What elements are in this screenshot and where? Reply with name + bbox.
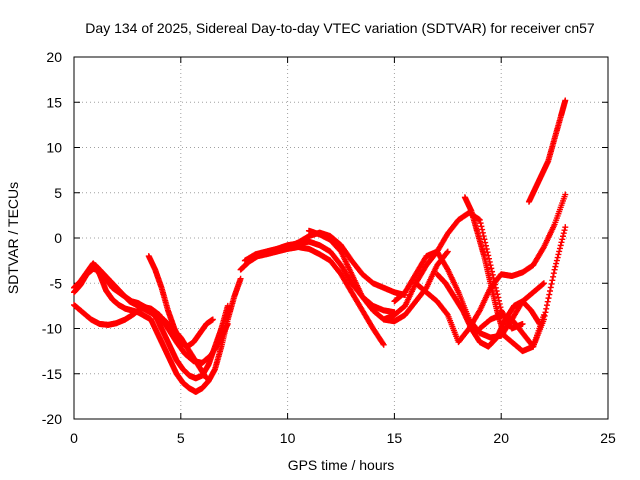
data-point — [479, 226, 486, 233]
data-point — [550, 273, 557, 280]
y-tick-label: -20 — [42, 411, 62, 427]
data-point — [224, 320, 231, 327]
data-point — [379, 340, 386, 347]
series-track-e — [145, 253, 216, 350]
data-point — [561, 227, 568, 234]
tick-marks — [73, 56, 609, 420]
data-point — [557, 242, 564, 249]
x-tick-label: 0 — [70, 430, 78, 446]
data-point — [548, 280, 555, 287]
data-point — [549, 277, 556, 284]
data-point — [560, 230, 567, 237]
data-point — [559, 233, 566, 240]
x-tick-label: 15 — [387, 430, 403, 446]
x-tick-label: 5 — [177, 430, 185, 446]
series-track-g — [241, 238, 398, 316]
data-point — [444, 249, 451, 256]
data-point — [480, 233, 487, 240]
data-point — [544, 298, 551, 305]
data-point — [519, 320, 526, 327]
x-tick-label: 25 — [600, 430, 616, 446]
data-point — [556, 245, 563, 252]
data-point — [224, 302, 231, 309]
data-point — [562, 191, 569, 198]
data-point — [476, 216, 483, 223]
data-point — [540, 311, 547, 318]
y-tick-label: -15 — [42, 366, 62, 382]
series-track-l — [412, 191, 569, 346]
y-tick-label: 0 — [54, 230, 62, 246]
data-point — [477, 220, 484, 227]
y-tick-label: 20 — [46, 49, 62, 65]
data-point — [547, 284, 554, 291]
x-tick-labels: 0 5 10 15 20 25 — [70, 430, 616, 446]
data-point — [543, 305, 550, 312]
data-point — [545, 295, 552, 302]
x-tick-label: 10 — [280, 430, 296, 446]
data-marks — [71, 97, 569, 395]
data-point — [554, 254, 561, 261]
y-tick-label: 10 — [46, 140, 62, 156]
data-point — [559, 236, 566, 243]
data-point — [562, 224, 569, 231]
data-point — [552, 263, 559, 270]
data-point — [556, 248, 563, 255]
data-point — [546, 291, 553, 298]
data-point — [558, 239, 565, 246]
data-point — [237, 275, 244, 282]
x-axis-title: GPS time / hours — [288, 457, 395, 473]
data-point — [543, 302, 550, 309]
grid — [74, 57, 608, 419]
data-point — [479, 229, 486, 236]
y-tick-label: -10 — [42, 321, 62, 337]
data-point — [553, 260, 560, 267]
data-point — [550, 270, 557, 277]
y-tick-label: 15 — [46, 94, 62, 110]
data-point — [380, 341, 387, 348]
data-point — [540, 280, 547, 287]
y-tick-label: -5 — [50, 275, 63, 291]
data-point — [553, 257, 560, 264]
series-track-p — [498, 311, 547, 355]
data-point — [203, 375, 210, 382]
data-point — [209, 316, 216, 323]
data-point — [547, 288, 554, 295]
y-axis-title: SDTVAR / TECUs — [5, 182, 21, 294]
data-point — [444, 248, 451, 255]
series-track-q — [525, 97, 569, 205]
data-point — [555, 251, 562, 258]
data-point — [478, 223, 485, 230]
data-point — [551, 266, 558, 273]
y-tick-label: 5 — [54, 185, 62, 201]
x-tick-label: 20 — [493, 430, 509, 446]
data-point — [562, 97, 569, 104]
chart-title: Day 134 of 2025, Sidereal Day-to-day VTE… — [85, 20, 595, 36]
y-tick-labels: -20 -15 -10 -5 0 5 10 15 20 — [42, 49, 62, 427]
